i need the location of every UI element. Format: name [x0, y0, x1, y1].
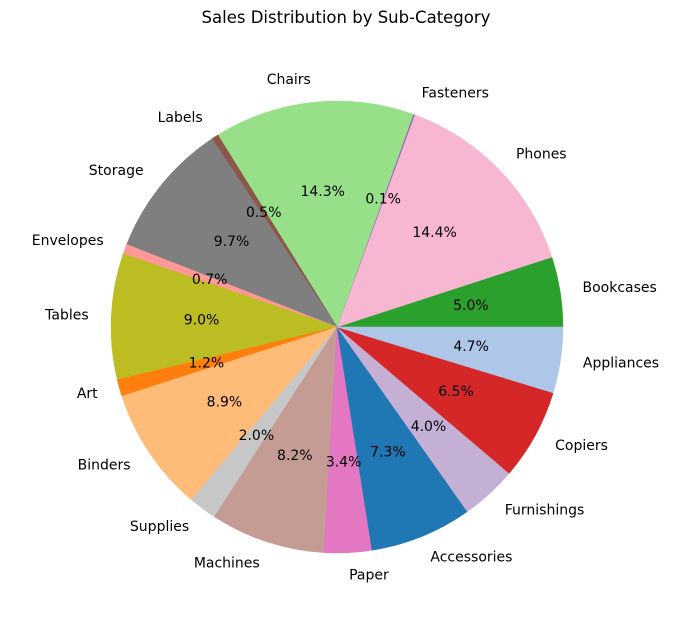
pct-label-binders: 8.9%	[207, 395, 243, 411]
slice-label-envelopes: Envelopes	[32, 233, 104, 249]
pct-label-envelopes: 0.7%	[192, 272, 228, 288]
slice-label-accessories: Accessories	[430, 549, 512, 565]
pie-slice-tables	[110, 253, 338, 381]
pct-label-paper: 3.4%	[326, 454, 362, 470]
slice-label-fasteners: Fasteners	[422, 85, 489, 101]
pie-slice-binders	[121, 326, 338, 501]
pie-slice-accessories	[336, 326, 468, 551]
pct-label-machines: 8.2%	[277, 448, 313, 464]
pct-label-appliances: 4.7%	[453, 339, 489, 355]
pct-label-furnishings: 4.0%	[411, 419, 447, 435]
slice-label-furnishings: Furnishings	[505, 502, 585, 518]
slice-label-bookcases: Bookcases	[583, 280, 657, 296]
pct-label-tables: 9.0%	[184, 313, 220, 329]
slice-label-machines: Machines	[194, 555, 260, 571]
slice-label-copiers: Copiers	[555, 438, 608, 454]
slice-label-binders: Binders	[78, 458, 131, 474]
slice-label-phones: Phones	[516, 146, 567, 162]
slice-label-labels: Labels	[158, 110, 203, 126]
labels-layer: Bookcases 5.0% Phones 14.4% Fasteners 0.1% Cha…	[32, 72, 659, 584]
pct-label-fasteners: 0.1%	[365, 192, 401, 208]
pie-slice-chairs	[217, 100, 414, 328]
pct-label-supplies: 2.0%	[239, 428, 275, 444]
pct-label-labels: 0.5%	[246, 205, 282, 221]
slice-label-chairs: Chairs	[267, 72, 311, 88]
pct-label-bookcases: 5.0%	[453, 298, 489, 314]
slice-label-supplies: Supplies	[130, 519, 189, 535]
pie-slice-phones	[336, 114, 553, 328]
pct-label-copiers: 6.5%	[438, 384, 474, 400]
chart-title: Sales Distribution by Sub-Category	[201, 8, 491, 27]
slice-label-appliances: Appliances	[583, 356, 659, 372]
pct-label-storage: 9.7%	[214, 234, 250, 250]
pct-label-chairs: 14.3%	[300, 184, 344, 200]
pct-label-phones: 14.4%	[412, 225, 456, 241]
slice-label-storage: Storage	[89, 163, 144, 179]
pie-slice-machines	[213, 326, 338, 553]
slice-label-paper: Paper	[349, 567, 389, 583]
slice-label-art: Art	[77, 386, 98, 402]
slice-label-tables: Tables	[44, 307, 89, 323]
pct-label-art: 1.2%	[189, 356, 225, 372]
slices-layer	[110, 100, 564, 554]
pct-label-accessories: 7.3%	[370, 445, 406, 461]
pie-slice-storage	[126, 138, 338, 328]
pie-slice-appliances	[336, 326, 564, 394]
